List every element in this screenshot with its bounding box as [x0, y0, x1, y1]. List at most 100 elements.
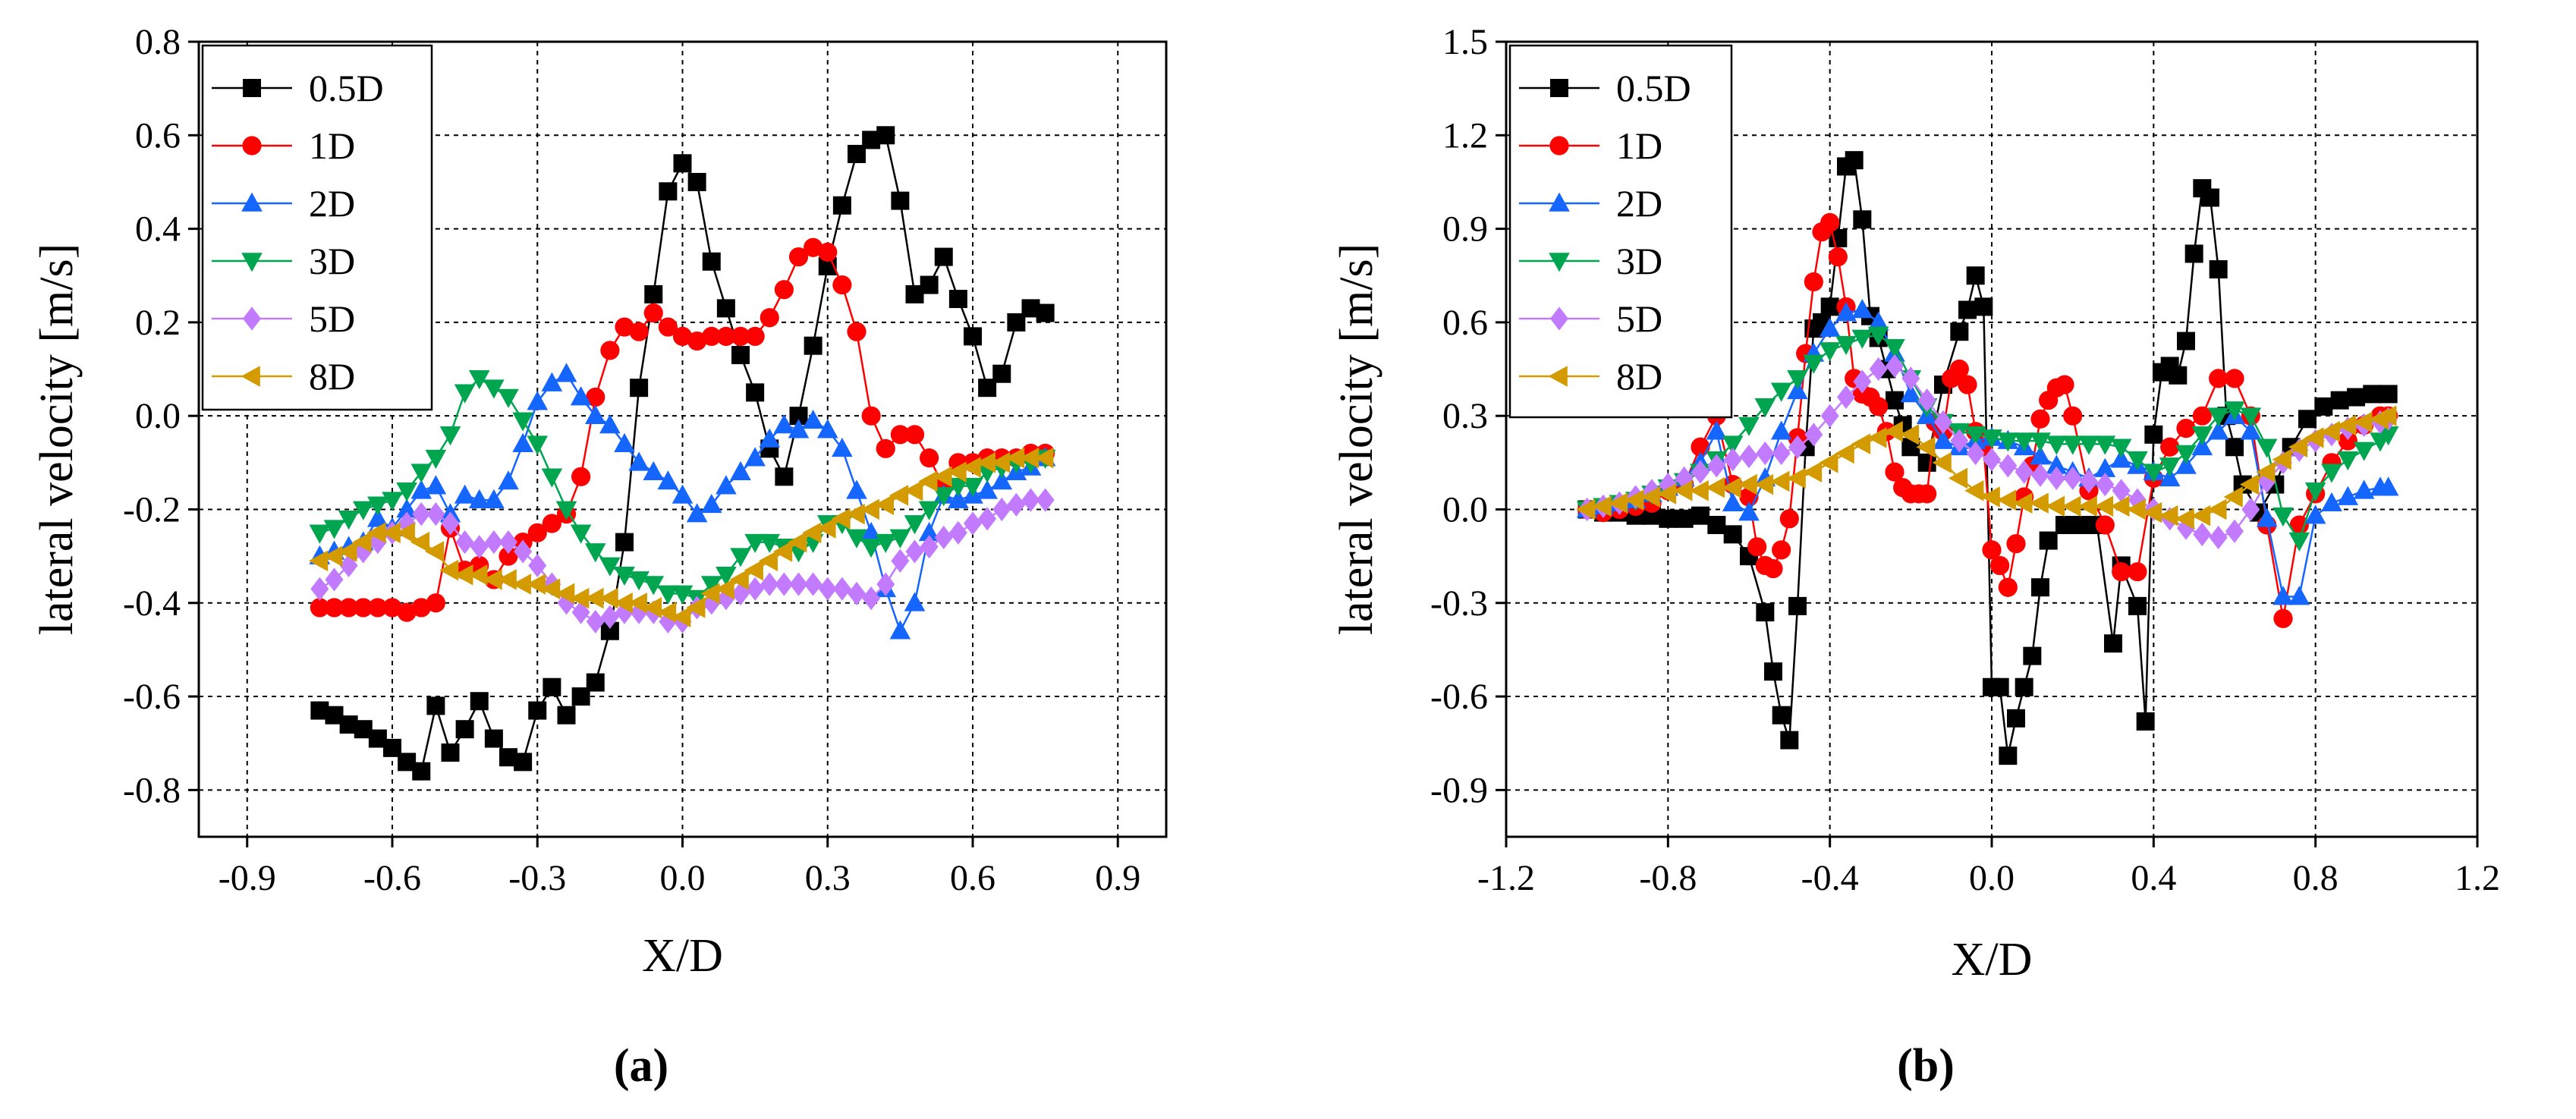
panel-b-data-point — [1964, 480, 1984, 501]
panel-a-legend-label-1: 1D — [309, 124, 355, 167]
panel-b-data-point — [2046, 435, 2068, 455]
panel-a-data-point — [731, 346, 750, 365]
panel-b-data-point — [2241, 497, 2260, 522]
panel-b-data-point — [2128, 562, 2147, 582]
panel-a-data-point — [352, 501, 374, 520]
panel-b-data-point — [2298, 410, 2317, 429]
panel-a-data-point — [847, 322, 867, 341]
panel-a-data-point — [468, 489, 490, 508]
panel-b-data-point — [2094, 457, 2116, 477]
panel-a-data-point — [381, 522, 401, 544]
panel-b-data-point — [2272, 448, 2291, 470]
panel-b-data-point — [1770, 470, 1790, 492]
panel-b-data-point — [1998, 577, 2018, 597]
panel-a-data-point — [788, 531, 807, 553]
panel-b-data-point — [2321, 492, 2342, 512]
panel-a-data-point — [543, 677, 561, 696]
panel-a-data-point — [483, 489, 505, 508]
panel-b-data-point — [1740, 445, 1758, 469]
panel-a-data-point — [410, 464, 432, 483]
panel-a-data-point — [700, 583, 720, 605]
panel-b-data-point — [2239, 473, 2260, 495]
panel-b-data-point — [1949, 359, 1969, 379]
panel-b-data-point — [2063, 406, 2083, 426]
panel-b-data-point — [2094, 435, 2116, 455]
panel-a-data-point — [772, 541, 793, 562]
panel-a-data-point — [992, 364, 1011, 383]
panel-b-data-point — [1764, 662, 1782, 681]
panel-a-data-point — [514, 753, 533, 772]
panel-a-data-point — [368, 598, 388, 618]
panel-a-data-point — [876, 438, 895, 458]
panel-b-data-point — [2225, 438, 2244, 457]
panel-b-data-point — [1780, 731, 1799, 750]
panel-a-data-point — [990, 452, 1011, 473]
panel-b-data-point — [2143, 464, 2165, 483]
panel-a-data-point — [687, 172, 706, 191]
panel-b-data-point — [2288, 532, 2310, 552]
panel-b-data-point — [1883, 420, 1903, 442]
panel-b-data-point — [1722, 492, 1744, 512]
panel-b-data-point — [1886, 391, 1904, 410]
panel-b-data-point — [1756, 441, 1775, 466]
panel-b-data-point — [2257, 469, 2276, 494]
panel-b-data-point — [1787, 379, 1808, 400]
panel-a-data-point — [876, 126, 895, 145]
panel-b-data-point — [1689, 480, 1709, 501]
panel-b-data-point — [1707, 454, 1726, 478]
panel-b-y-tick-label: 0.9 — [1442, 209, 1488, 250]
panel-a-data-point — [586, 673, 605, 692]
panel-b-data-point — [2126, 498, 2146, 520]
panel-a-legend-marker-1 — [242, 136, 262, 156]
panel-b-data-point — [2013, 432, 2035, 452]
panel-a-data-point — [730, 548, 751, 567]
panel-b-data-point — [1837, 385, 1855, 410]
panel-b-data-point — [1656, 483, 1677, 504]
panel-a-data-point — [744, 533, 766, 554]
panel-a-x-axis-label: X/D — [642, 930, 723, 982]
panel-b-data-point — [1723, 448, 1742, 472]
panel-b-x-tick-label: -0.8 — [1639, 858, 1697, 898]
panel-b-data-point — [1820, 297, 1839, 316]
panel-b-data-point — [1853, 369, 1872, 394]
panel-b-data-point — [2320, 420, 2340, 442]
panel-b-data-point — [1592, 495, 1612, 517]
panel-a-data-point — [310, 598, 329, 618]
panel-b-x-tick-label: 0.0 — [1969, 858, 2015, 898]
panel-b-data-point — [2289, 515, 2309, 535]
panel-a-data-point — [454, 564, 473, 586]
panel-a-data-point — [498, 470, 519, 490]
panel-a-data-point — [382, 598, 402, 618]
panel-a-data-point — [1036, 488, 1055, 512]
panel-b-data-point — [2353, 411, 2373, 433]
panel-b-data-point — [1901, 366, 1920, 391]
panel-b-data-point — [2030, 409, 2050, 429]
panel-a-data-point — [499, 530, 517, 555]
panel-b-data-point — [1900, 383, 1922, 403]
panel-a-data-point — [964, 511, 982, 536]
panel-a-data-point — [455, 720, 474, 739]
panel-b-data-point — [2377, 405, 2397, 426]
panel-b-data-point — [2207, 498, 2227, 520]
panel-b-data-point — [1659, 509, 1678, 528]
panel-a-y-tick-label: 0.2 — [135, 303, 181, 343]
panel-a-data-point — [1036, 303, 1055, 322]
panel-b-data-point — [1867, 427, 1887, 448]
panel-b-data-point — [2144, 425, 2163, 444]
panel-a-data-point — [571, 467, 591, 486]
panel-b-data-point — [2096, 472, 2115, 497]
panel-a-data-point — [600, 605, 619, 629]
panel-b-data-point — [1804, 272, 1823, 292]
panel-a-data-point — [672, 326, 693, 346]
panel-b-data-point — [1958, 375, 1977, 394]
panel-a-data-point — [948, 290, 967, 309]
panel-b-data-point — [1788, 596, 1807, 615]
panel-a-data-point — [468, 370, 490, 390]
panel-a-data-point — [455, 530, 474, 555]
panel-a-data-point — [774, 280, 794, 300]
panel-b-data-point — [1819, 452, 1838, 473]
panel-b-legend-marker-5 — [1548, 366, 1568, 387]
panel-a-data-point — [511, 574, 531, 595]
panel-b-data-point — [2110, 495, 2130, 517]
panel-a-data-point — [846, 529, 867, 548]
